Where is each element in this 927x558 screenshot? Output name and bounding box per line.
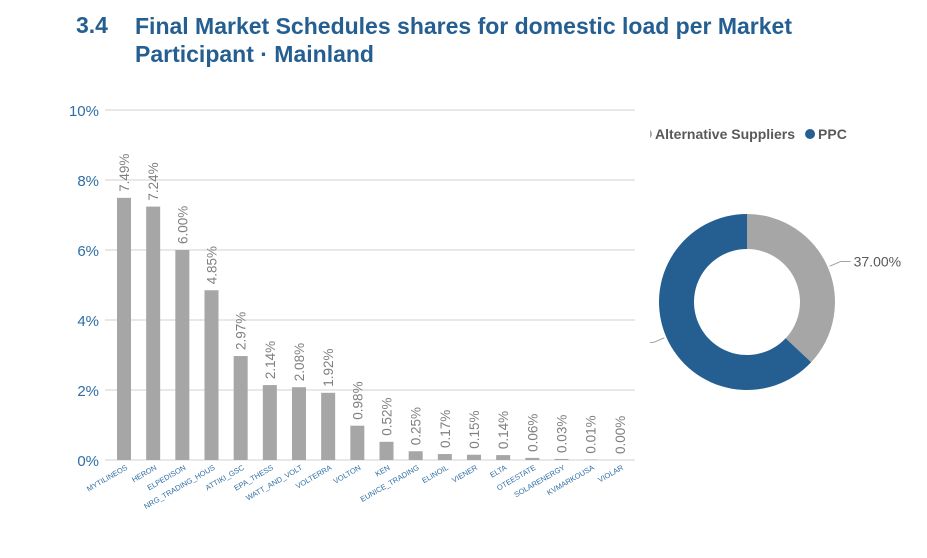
bar-chart-bars (117, 197, 598, 460)
bar-data-label: 2.08% (292, 343, 307, 381)
bar-data-label: 7.49% (117, 154, 132, 192)
y-tick-label: 2% (77, 383, 99, 400)
bar (233, 356, 248, 460)
legend-label: PPC (818, 126, 847, 142)
bar-chart: 0% 2% 4% 6% 8% 10% 7.49% 7.24% 6.00% 4.85% 2.97% 2… (69, 103, 635, 511)
bar-data-label: 0.52% (380, 398, 395, 436)
x-tick-label: VIOLAR (597, 463, 626, 485)
bar-data-label: 0.25% (409, 407, 424, 445)
bar (321, 392, 336, 460)
bar-data-label: 4.85% (205, 246, 220, 284)
legend-marker-icon (805, 129, 816, 139)
bar-data-label: 0.15% (467, 410, 482, 448)
bar-chart-y-axis: 0% 2% 4% 6% 8% 10% (69, 103, 99, 470)
bar (408, 451, 423, 460)
donut-slice (747, 214, 835, 363)
bar-data-label: 6.00% (175, 206, 190, 244)
section-number: 3.4 (76, 12, 108, 38)
bar (204, 290, 219, 460)
bar-data-label: 0.00% (613, 416, 628, 454)
bar-data-label: 0.06% (525, 414, 540, 452)
bar (262, 385, 277, 460)
donut-data-labels: 37.00%63.00% (650, 253, 901, 344)
legend-label: Alternative Suppliers (655, 126, 795, 142)
donut-slices (659, 214, 835, 391)
bar-data-label: 0.01% (584, 415, 599, 453)
donut-chart: Alternative Suppliers PPC 37.00%63.00% (650, 126, 901, 391)
y-tick-label: 6% (77, 243, 99, 260)
section-heading: 3.4 Final Market Schedules shares for do… (0, 8, 927, 68)
x-tick-label: ELINOIL (420, 463, 449, 485)
bar (437, 454, 452, 460)
legend-marker-icon (650, 130, 652, 138)
section-title: Final Market Schedules shares for domest… (135, 13, 792, 67)
bar-chart-data-labels: 7.49% 7.24% 6.00% 4.85% 2.97% 2.14% 2.08% 1.92%… (117, 154, 628, 454)
bar-chart-gridlines (105, 109, 635, 461)
bar-data-label: 0.03% (555, 415, 570, 453)
y-tick-label: 8% (77, 173, 99, 190)
x-tick-label: ELTA (488, 463, 508, 480)
y-tick-label: 0% (77, 453, 99, 470)
bar (292, 387, 306, 460)
bar (467, 454, 481, 460)
donut-legend: Alternative Suppliers PPC (650, 126, 847, 142)
bar (175, 250, 190, 460)
y-tick-label: 4% (77, 313, 99, 330)
y-tick-label: 10% (69, 103, 99, 120)
bar (146, 206, 161, 460)
bar (350, 425, 365, 460)
bar (554, 458, 569, 460)
bar-data-label: 0.17% (438, 410, 453, 448)
leader-line (829, 260, 851, 267)
bar (379, 441, 394, 460)
bar-data-label: 2.14% (263, 341, 278, 379)
bar-data-label: 0.98% (350, 381, 365, 419)
bar (117, 197, 131, 460)
x-tick-label: KEN (374, 463, 392, 479)
bar-data-label: 0.14% (496, 411, 511, 449)
x-tick-label: VOLTON (332, 463, 363, 486)
bar (496, 455, 511, 460)
bar-data-label: 2.97% (234, 312, 249, 350)
x-tick-label: VIENER (450, 463, 479, 485)
bar-data-label: 7.24% (146, 162, 161, 200)
leader-line (650, 337, 665, 344)
donut-slice (659, 214, 812, 391)
bar (525, 457, 540, 460)
bar-data-label: 1.92% (321, 349, 336, 387)
bar-chart-x-axis: MYTILINEOS HERONELPEDISONNRG_TRADING_HOUS… (85, 463, 625, 511)
donut-data-label: 37.00% (854, 253, 901, 269)
